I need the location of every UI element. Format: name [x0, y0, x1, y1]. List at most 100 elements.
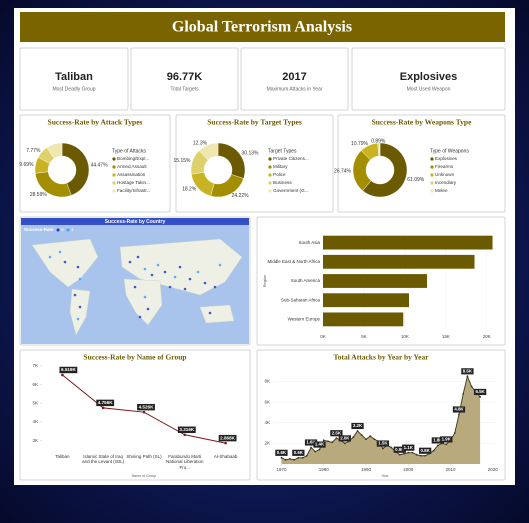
legend-marker — [268, 173, 272, 177]
title-bar — [20, 12, 505, 42]
map-dot — [136, 255, 140, 259]
data-label: 2.0K — [340, 436, 350, 441]
kpi-label: Maximum Attacks in Year — [267, 86, 323, 92]
legend-marker — [430, 165, 434, 169]
y-tick-label: South Asia — [298, 240, 320, 245]
point — [284, 458, 287, 461]
x-tick-label: 1990 — [361, 467, 372, 472]
x-tick-label: 1970 — [276, 467, 287, 472]
legend-marker — [268, 181, 272, 185]
y-tick-label: 6K — [32, 382, 38, 387]
kpi-label: Total Targets — [170, 86, 199, 92]
y-tick-label: 2K — [264, 441, 270, 446]
legend-label: Melee — [435, 188, 448, 193]
data-label: 1.4K — [315, 442, 325, 447]
legend-marker — [112, 189, 116, 193]
card — [130, 47, 239, 111]
bar — [323, 254, 475, 269]
data-label: 1.9K — [442, 437, 452, 442]
point — [142, 410, 146, 414]
data-label: 2.5K — [332, 430, 342, 435]
land — [123, 278, 163, 326]
point — [365, 438, 367, 441]
data-label: 30.13% — [242, 150, 260, 156]
map-dot — [173, 275, 177, 279]
legend-marker — [430, 173, 434, 177]
point — [369, 435, 372, 438]
point — [373, 438, 376, 441]
point — [331, 441, 334, 444]
point — [297, 456, 300, 459]
point — [381, 447, 384, 450]
chart-title: Total Attacks by Year by Year — [333, 353, 429, 362]
bar — [323, 235, 493, 250]
legend-label: Business — [273, 180, 292, 185]
legend-label: Armed Assault — [117, 164, 147, 169]
legend-marker — [112, 157, 116, 161]
data-label-bg — [137, 403, 155, 411]
data-label-bg — [292, 449, 305, 456]
map-dot — [76, 317, 80, 321]
point — [101, 406, 105, 410]
donut-slice — [46, 142, 63, 159]
x-tick-label: 10K — [401, 334, 409, 339]
point — [301, 456, 304, 459]
legend-label: Military — [273, 164, 288, 169]
data-label: 28.59% — [30, 192, 48, 198]
kpi-value: 96.77K — [167, 71, 203, 83]
point — [449, 439, 452, 442]
legend-label: Private Citizens... — [273, 156, 309, 161]
data-label: 26.74% — [334, 168, 352, 174]
legend-label: 0 — [61, 227, 64, 232]
data-label: 4.8K — [454, 407, 464, 412]
x-tick-label: Farabundo Marti National Liberation Fro.… — [166, 454, 204, 470]
data-label: 3.316K — [179, 427, 194, 432]
dashboard-title: Global Terrorism Analysis — [172, 19, 352, 36]
legend-label: Police — [273, 172, 286, 177]
point — [479, 396, 481, 398]
chart-title: Success-Rate by Attack Types — [48, 118, 143, 127]
legend-label: Explosives — [435, 156, 458, 161]
x-tick-label-box: Taliban — [55, 454, 69, 459]
map-header — [21, 218, 249, 225]
y-tick-label: 4K — [264, 420, 270, 425]
map-dot — [78, 305, 82, 309]
legend-label: Facility/Infrastr... — [117, 188, 150, 193]
legend-marker — [430, 181, 434, 185]
chart-title: Success-Rate by Target Types — [207, 118, 302, 127]
data-label-bg — [177, 426, 196, 433]
point — [310, 446, 312, 449]
legend-title: Target Types — [268, 148, 297, 154]
point — [327, 440, 329, 443]
point — [390, 446, 393, 449]
legend-marker — [112, 165, 116, 169]
data-label-bg — [338, 435, 351, 442]
point — [458, 413, 460, 416]
data-label-bg — [440, 436, 453, 443]
y-tick-label: 3K — [32, 438, 38, 443]
y-axis-label: Region — [262, 275, 267, 288]
kpi-value: 2017 — [282, 71, 306, 83]
point — [348, 440, 350, 443]
x-tick-label: 5K — [361, 334, 367, 339]
data-label: 9.69% — [19, 162, 34, 168]
data-label-bg — [330, 430, 343, 437]
data-label-bg — [376, 440, 390, 447]
data-label: 1.6K — [306, 440, 316, 445]
data-label: 1.5K — [378, 441, 388, 446]
legend-title: Type of Attacks — [112, 148, 146, 154]
kpi-label: Most Deadly Group — [52, 86, 95, 92]
donut-slice — [362, 142, 408, 198]
data-label-bg — [59, 366, 78, 374]
map-dot — [76, 265, 80, 269]
x-tick-label: Al-Shabaab — [213, 454, 238, 459]
kpi-value: Explosives — [400, 71, 457, 83]
map-dot — [58, 250, 62, 254]
point — [403, 452, 405, 455]
data-label-bg — [313, 441, 326, 448]
data-label: 2.868K — [220, 435, 235, 440]
point — [424, 454, 427, 457]
map-dot — [178, 265, 182, 269]
